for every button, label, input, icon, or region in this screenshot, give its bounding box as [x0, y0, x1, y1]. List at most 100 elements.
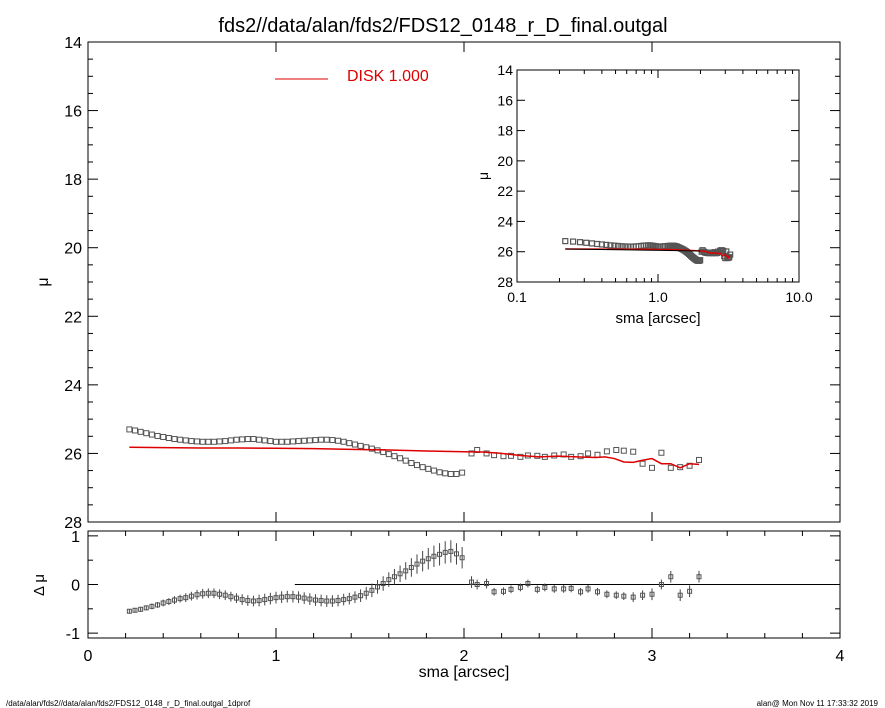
x-axis-label: sma [arcsec] — [419, 664, 510, 681]
inset-y-axis-label: μ — [475, 172, 491, 180]
data-point — [210, 438, 217, 445]
residual-point — [414, 561, 420, 567]
data-point — [244, 436, 251, 443]
data-point — [727, 251, 734, 258]
data-point — [340, 438, 347, 445]
residual-point — [442, 549, 448, 555]
residual-point — [474, 582, 480, 587]
residual-point — [534, 586, 540, 592]
residual-y-tick-label: 0 — [71, 578, 80, 595]
residual-point — [346, 596, 352, 602]
residual-point — [420, 558, 426, 564]
data-point — [639, 460, 646, 467]
residual-point — [307, 596, 313, 602]
residual-point — [431, 553, 437, 559]
data-point — [611, 242, 618, 249]
residual-point — [284, 594, 290, 600]
residual-point — [279, 594, 285, 600]
data-point — [312, 437, 319, 444]
residual-point — [143, 605, 149, 611]
residual-point — [228, 594, 234, 600]
residual-point — [335, 598, 341, 604]
data-point — [216, 438, 223, 445]
data-point — [453, 471, 460, 477]
data-point — [562, 238, 569, 245]
main-y-tick-label: 14 — [64, 35, 82, 52]
data-point — [408, 460, 415, 467]
residual-point — [341, 597, 347, 603]
residual-point — [205, 590, 211, 596]
main-y-tick-label: 24 — [64, 378, 82, 395]
residual-point — [687, 588, 693, 594]
data-point — [222, 438, 229, 445]
inset-x-axis-label: sma [arcsec] — [615, 310, 700, 327]
residual-point — [594, 589, 600, 595]
data-point — [551, 452, 558, 459]
residual-point — [318, 598, 324, 604]
inset-y-axis: 14 16 18 20 22 24 26 28 — [497, 62, 799, 290]
residual-point — [126, 608, 132, 614]
residual-point — [453, 551, 459, 557]
residual-point — [363, 590, 369, 596]
residual-point — [696, 574, 702, 580]
residual-point — [239, 597, 245, 603]
data-point — [585, 450, 592, 457]
data-point — [385, 451, 392, 458]
residual-y-axis-label: Δ μ — [31, 574, 48, 596]
footer-timestamp: alan@ Mon Nov 11 17:33:32 2019 — [757, 699, 879, 708]
inset-y-tick-label: 18 — [497, 123, 513, 139]
data-point — [391, 453, 398, 460]
x-tick-label: 1 — [272, 648, 281, 665]
data-point — [414, 462, 420, 469]
residual-point — [380, 581, 386, 587]
data-point — [171, 436, 178, 443]
residual-point — [256, 598, 262, 604]
residual-point — [273, 595, 279, 601]
residual-point — [222, 592, 228, 598]
residual-point — [437, 551, 443, 557]
residual-point — [132, 607, 138, 613]
inset-x-tick-label: 0.1 — [507, 289, 527, 305]
residual-point — [211, 590, 217, 596]
data-point — [658, 449, 665, 456]
main-y-tick-label: 22 — [64, 309, 82, 326]
main-y-tick-label: 26 — [64, 446, 82, 463]
data-point — [329, 437, 336, 444]
data-point — [132, 427, 138, 434]
residual-point — [403, 568, 409, 574]
data-point — [613, 447, 620, 453]
legend-label: DISK 1.000 — [347, 68, 429, 85]
inset-log-panel: 14 16 18 20 22 24 26 28 0.1 1.0 10.0 μ sma [arcse… — [475, 62, 813, 327]
residual-point — [324, 598, 330, 604]
data-point — [430, 467, 437, 474]
data-point — [295, 438, 302, 445]
data-point — [583, 239, 590, 246]
data-point — [483, 450, 490, 457]
residual-point — [217, 591, 223, 597]
residual-point — [551, 586, 557, 592]
residual-data-points — [126, 540, 702, 614]
data-point — [177, 436, 184, 443]
residual-point — [290, 594, 296, 600]
data-point — [357, 442, 364, 449]
main-y-tick-label: 28 — [64, 515, 82, 532]
residual-point — [630, 594, 636, 600]
data-point — [233, 436, 240, 443]
main-y-tick-label: 20 — [64, 241, 82, 258]
data-point — [199, 438, 206, 445]
residual-point — [301, 595, 307, 601]
data-point — [419, 464, 426, 471]
residual-point — [245, 598, 251, 604]
chart-title: fds2//data/alan/fds2/FDS12_0148_r_D_fina… — [218, 15, 667, 37]
main-profile-panel: 14 16 18 20 22 24 26 28 μ DISK 1.000 — [35, 35, 841, 532]
data-point — [614, 242, 622, 250]
residual-point — [352, 594, 358, 600]
residual-point — [578, 589, 584, 595]
data-point — [459, 469, 466, 476]
data-point — [696, 456, 702, 463]
data-point — [188, 438, 195, 445]
residual-point — [658, 582, 664, 587]
residual-point — [369, 587, 375, 593]
residual-point — [188, 593, 194, 599]
data-point — [143, 430, 150, 437]
